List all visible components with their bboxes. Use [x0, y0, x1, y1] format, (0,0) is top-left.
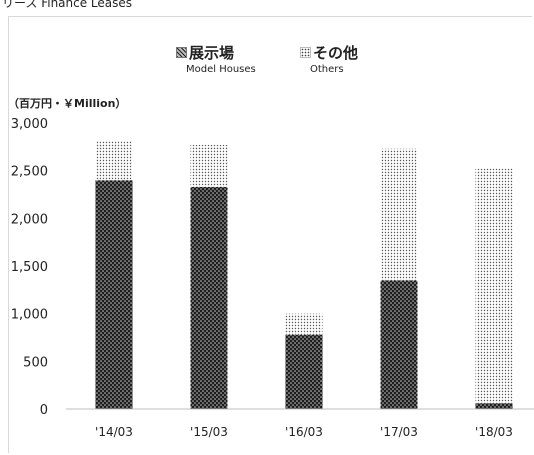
bars: [95, 141, 513, 409]
y-tick-label: 2,000: [11, 212, 48, 227]
chart-frame: [8, 16, 532, 453]
bar-model-houses: [285, 334, 323, 409]
x-tick-label: '17/03: [380, 425, 418, 439]
legend-item-others: その他 Others: [300, 42, 358, 75]
bar-others: [95, 141, 133, 181]
x-axis: '14/03 '15/03 '16/03 '17/03 '18/03: [95, 425, 513, 439]
y-tick-label: 1,500: [11, 260, 48, 275]
legend-label-model-houses: 展示場: [189, 44, 235, 62]
x-tick-label: '18/03: [475, 425, 513, 439]
legend-sublabel-model-houses: Model Houses: [186, 64, 256, 75]
bar-model-houses: [95, 180, 133, 409]
bar-others: [285, 313, 323, 335]
y-tick-label: 500: [23, 355, 48, 370]
bar-others: [475, 168, 513, 404]
bar-others: [380, 148, 418, 281]
bar-others: [190, 144, 228, 187]
x-tick-label: '15/03: [190, 425, 228, 439]
y-tick-label: 2,500: [11, 165, 48, 180]
legend-sublabel-others: Others: [310, 64, 344, 75]
y-tick-label: 0: [40, 403, 48, 418]
legend-label-others: その他: [313, 44, 359, 62]
bar-model-houses: [190, 186, 228, 409]
section-header: リース Finance Leases: [2, 0, 133, 10]
legend-item-model-houses: 展示場 Model Houses: [176, 42, 256, 75]
y-tick-label: 1,000: [11, 308, 48, 323]
legend-swatch-others: [300, 47, 311, 58]
legend-swatch-model-houses: [176, 47, 187, 58]
x-tick-label: '14/03: [95, 425, 133, 439]
y-axis-unit-label: （百万円・￥Million）: [8, 97, 127, 110]
bar-model-houses: [475, 403, 513, 409]
y-axis: 0 500 1,000 1,500 2,000 2,500 3,000: [11, 117, 48, 418]
x-tick-label: '16/03: [285, 425, 323, 439]
y-tick-label: 3,000: [11, 117, 48, 132]
bar-model-houses: [380, 280, 418, 409]
